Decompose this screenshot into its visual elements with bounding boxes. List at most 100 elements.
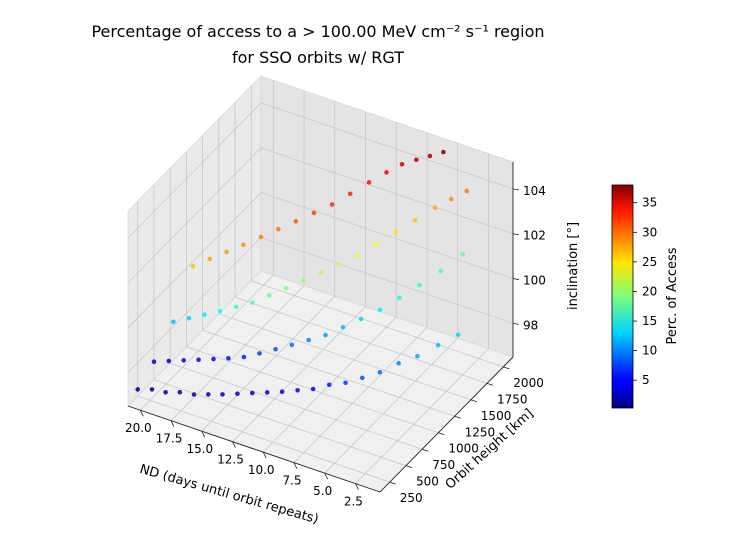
data-point (186, 315, 192, 321)
data-point (347, 191, 353, 197)
y-tick-mark (454, 415, 461, 419)
data-point (360, 375, 365, 381)
z-tick-mark (512, 278, 520, 280)
data-point (217, 308, 223, 314)
axes-panes (127, 75, 514, 493)
z-gridline (127, 147, 262, 284)
x-tick-mark (170, 420, 175, 427)
data-point (207, 256, 212, 262)
data-point (414, 157, 419, 163)
colorbar-tick-label: 10 (642, 344, 657, 358)
data-point (399, 162, 405, 167)
x-tick-label: 5.0 (313, 484, 332, 498)
x-axis-line (127, 405, 381, 493)
z-axis-label: inclination [°] (566, 222, 581, 310)
z-gridline (260, 237, 514, 324)
y-tick-label: 250 (400, 491, 423, 505)
data-point (377, 370, 383, 375)
z-gridline (127, 237, 262, 373)
data-point (318, 270, 324, 276)
data-point (366, 180, 372, 185)
data-point (241, 354, 247, 360)
y-tick-mark (438, 432, 445, 436)
data-point (448, 196, 454, 202)
x-tick-label: 20.0 (125, 421, 152, 435)
data-point (250, 300, 255, 305)
colorbar-tick-label: 5 (642, 373, 650, 387)
data-point (273, 346, 278, 352)
data-point (190, 263, 196, 269)
x-tick-mark (201, 430, 206, 438)
data-point (306, 337, 312, 343)
data-point (397, 295, 402, 301)
z-gridline (260, 102, 514, 190)
y-gridline (137, 395, 390, 483)
data-point (233, 304, 239, 310)
colorbar-tick-label: 20 (642, 285, 657, 299)
data-point (206, 392, 211, 397)
data-point (283, 286, 289, 291)
x-tick-mark (293, 462, 298, 469)
data-point (257, 351, 262, 356)
data-point (226, 356, 231, 361)
x-gridline (201, 295, 336, 432)
data-point (310, 386, 316, 392)
y-tick-mark (389, 481, 396, 485)
y-tick-mark (405, 465, 413, 469)
data-point (211, 356, 216, 362)
colorbar-label: Perc. of Access (665, 247, 680, 344)
y-tick-mark (470, 399, 477, 403)
z-gridline (260, 147, 514, 235)
data-point (151, 359, 157, 365)
data-point (417, 282, 422, 288)
data-point (276, 226, 281, 232)
x-tick-label: 17.5 (156, 432, 183, 446)
chart-title-line2: for SSO orbits w/ RGT (231, 48, 405, 67)
data-point (163, 390, 168, 395)
x-tick-label: 2.5 (344, 495, 363, 509)
y-tick-mark (422, 448, 429, 452)
colorbar-tick-label: 15 (642, 314, 657, 328)
data-point (441, 149, 446, 155)
z-tick-label: 100 (523, 274, 546, 288)
x-gridline (324, 337, 458, 474)
axes-lines (127, 162, 514, 493)
x-tick-mark (232, 441, 236, 448)
x-axis-label: ND (days until orbit repeats) (138, 462, 320, 527)
data-point (202, 312, 207, 317)
data-point (373, 242, 379, 247)
y-tick-label: 1250 (465, 425, 496, 439)
x-tick-mark (324, 472, 329, 480)
x-gridline (170, 285, 305, 421)
colorbar-tick-label: 35 (642, 196, 657, 210)
data-point (181, 358, 186, 363)
z-tick-mark (512, 188, 520, 191)
data-point (177, 389, 183, 395)
data-point (396, 360, 401, 366)
data-point (323, 332, 328, 338)
z-tick-mark (512, 233, 520, 236)
data-point (358, 316, 364, 322)
data-point (266, 293, 272, 298)
data-point (464, 188, 470, 194)
x-tick-mark (262, 451, 267, 459)
data-point (196, 357, 201, 363)
data-point (336, 262, 342, 267)
data-point (289, 342, 295, 348)
y-tick-label: 2000 (513, 376, 544, 390)
axis-tick-labels: 20.0 17.515.0 12.5 10.0 7.5 5.0 2.5 250 500 750 10… (125, 184, 546, 509)
data-point (412, 218, 418, 223)
z-tick-label: 102 (523, 229, 546, 243)
y-tick-label: 1500 (481, 409, 512, 423)
y-tick-label: 1000 (448, 442, 479, 456)
data-point (301, 278, 306, 283)
data-point (149, 387, 155, 392)
x-gridline (355, 348, 489, 484)
data-point (460, 251, 466, 257)
x-tick-label: 10.0 (248, 463, 275, 477)
data-point (393, 230, 398, 235)
colorbar-tick-label: 25 (642, 255, 657, 269)
x-tick-label: 12.5 (217, 453, 244, 467)
